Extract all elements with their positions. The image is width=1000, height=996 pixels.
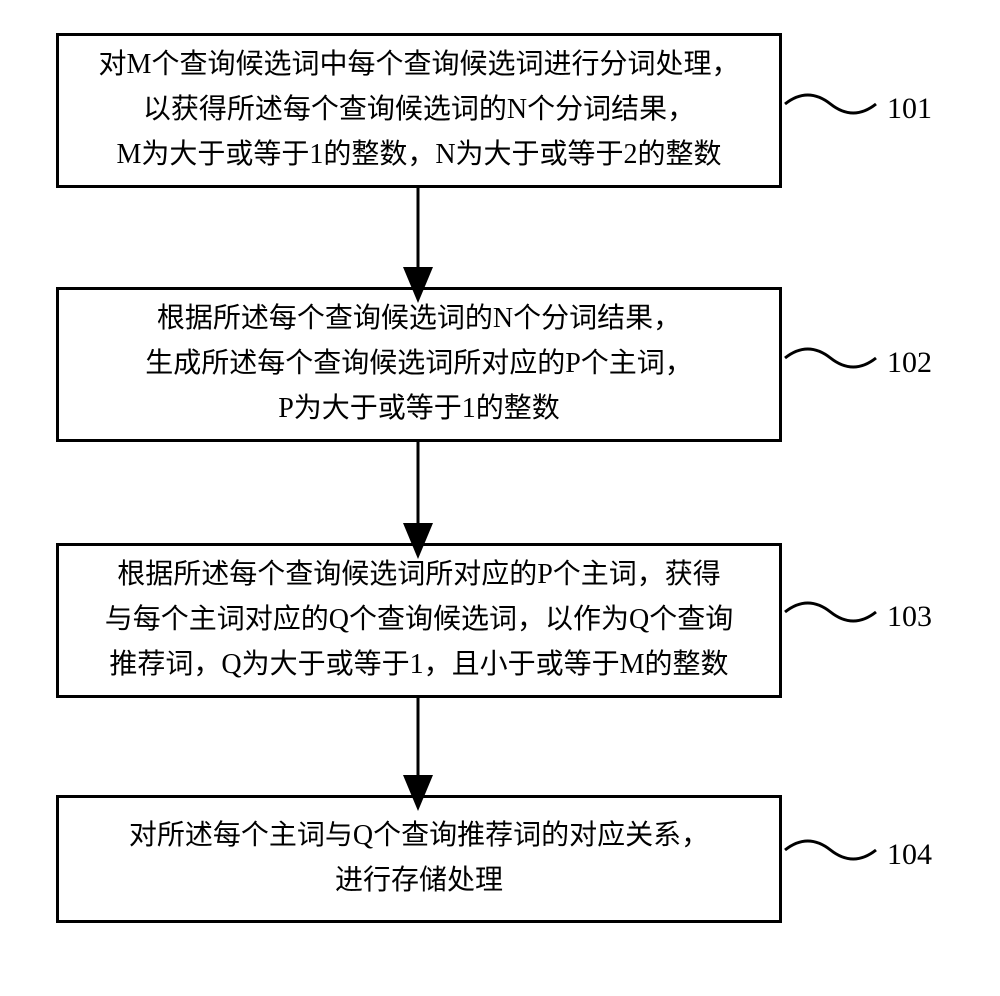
step-box-102: 根据所述每个查询候选词的N个分词结果，生成所述每个查询候选词所对应的P个主词，P… [56, 287, 782, 442]
step-box-101: 对M个查询候选词中每个查询候选词进行分词处理，以获得所述每个查询候选词的N个分词… [56, 33, 782, 188]
step-text-line: 对所述每个主词与Q个查询推荐词的对应关系， [129, 814, 709, 859]
step-text-line: 对M个查询候选词中每个查询候选词进行分词处理， [99, 43, 740, 88]
step-label-104: 104 [887, 838, 932, 872]
step-text-line: 推荐词，Q为大于或等于1，且小于或等于M的整数 [105, 643, 733, 688]
step-text-line: P为大于或等于1的整数 [145, 387, 693, 432]
wave-connector [785, 841, 876, 859]
step-text: 根据所述每个查询候选词的N个分词结果，生成所述每个查询候选词所对应的P个主词，P… [145, 297, 693, 431]
step-text-line: 进行存储处理 [129, 859, 709, 904]
step-text-line: 生成所述每个查询候选词所对应的P个主词， [145, 342, 693, 387]
wave-connector [785, 95, 876, 113]
wave-connector [785, 349, 876, 367]
step-label-103: 103 [887, 600, 932, 634]
step-text-line: 根据所述每个查询候选词的N个分词结果， [145, 297, 693, 342]
step-label-102: 102 [887, 346, 932, 380]
step-text-line: 以获得所述每个查询候选词的N个分词结果， [99, 88, 740, 133]
step-label-101: 101 [887, 92, 932, 126]
step-text: 根据所述每个查询候选词所对应的P个主词，获得与每个主词对应的Q个查询候选词，以作… [105, 553, 733, 687]
flowchart-canvas: 对M个查询候选词中每个查询候选词进行分词处理，以获得所述每个查询候选词的N个分词… [0, 0, 1000, 996]
step-box-104: 对所述每个主词与Q个查询推荐词的对应关系，进行存储处理 [56, 795, 782, 923]
step-text-line: M为大于或等于1的整数，N为大于或等于2的整数 [99, 133, 740, 178]
step-text-line: 与每个主词对应的Q个查询候选词，以作为Q个查询 [105, 598, 733, 643]
wave-connector [785, 603, 876, 621]
step-box-103: 根据所述每个查询候选词所对应的P个主词，获得与每个主词对应的Q个查询候选词，以作… [56, 543, 782, 698]
step-text: 对M个查询候选词中每个查询候选词进行分词处理，以获得所述每个查询候选词的N个分词… [99, 43, 740, 177]
step-text: 对所述每个主词与Q个查询推荐词的对应关系，进行存储处理 [129, 814, 709, 904]
step-text-line: 根据所述每个查询候选词所对应的P个主词，获得 [105, 553, 733, 598]
